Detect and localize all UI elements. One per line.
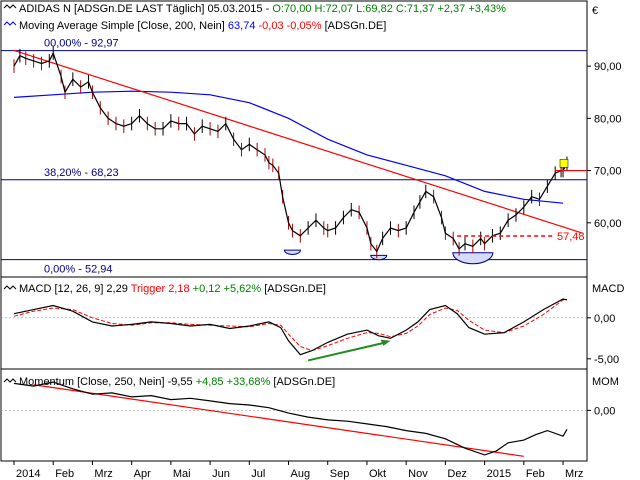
ma-change: -0,03 -0,05% (259, 20, 322, 32)
mom-symbol: [ADSGn.DE] (273, 376, 335, 388)
svg-text:Moving Average Simple [Close,: Moving Average Simple [Close, 200, Nein]… (19, 20, 386, 32)
legend-line-icon (3, 285, 17, 290)
momentum-line (13, 381, 568, 456)
x-tick-label: Sep (330, 468, 350, 480)
macd-change: +0,12 +5,62% (193, 283, 262, 295)
mom-label: Momentum [Close, 250, Nein] -9,55 (19, 376, 196, 388)
macd-legend: MACD [12, 26, 9] 2,29 Trigger 2,18 +0,12… (3, 283, 624, 295)
macd-line (13, 298, 568, 356)
mom-trendline (33, 384, 524, 457)
x-tick-label: Jul (251, 468, 265, 480)
ma-label: Moving Average Simple [Close, 200, Nein] (19, 20, 228, 32)
fib-level-label: 0,00% - 52,94 (44, 264, 113, 276)
price-title: ADIDAS N [ADSGn.DE LAST Täglich] 05.03.2… (19, 3, 272, 15)
x-tick-label: Nov (408, 468, 428, 480)
x-tick-label: Apr (134, 468, 151, 480)
svg-text:ADIDAS N [ADSGn.DE LAST Täglic: ADIDAS N [ADSGn.DE LAST Täglich] 05.03.2… (19, 3, 506, 15)
x-tick-label: Aug (291, 468, 311, 480)
price-ohlc: O:70,00 H:72,07 L:69,82 C:71,37 +2,37 +3… (272, 3, 506, 15)
ma200-line (13, 90, 564, 204)
bowl-pattern (283, 249, 301, 255)
last-price-marker (559, 159, 569, 168)
mom-change: +4,85 +33,68% (196, 376, 271, 388)
legend-line-icon (3, 378, 17, 383)
chart-marks: 00,00% - 92,97 38,20% - 68,23 0,00% - 52,9… (1, 38, 622, 480)
fib-level-label: 38,20% - 68,23 (44, 167, 119, 179)
bowl-pattern (370, 254, 388, 261)
macd-axis-title: MACD (592, 283, 624, 295)
y-tick-label: 90,00 (594, 61, 622, 73)
y-tick-label: 80,00 (594, 113, 622, 125)
momentum-legend: Momentum [Close, 250, Nein] -9,55 +4,85 … (3, 376, 619, 388)
x-tick-label: 2015 (487, 468, 511, 480)
macd-arrow-head (380, 339, 391, 346)
momentum-panel (0, 368, 588, 462)
y-tick-label: 0,00 (594, 313, 615, 325)
x-tick-label: Mrz (94, 468, 112, 480)
x-tick-label: Jun (212, 468, 230, 480)
y-tick-label: -5,00 (594, 354, 619, 366)
svg-text:Momentum [Close, 250, Nein] -9: Momentum [Close, 250, Nein] -9,55 +4,85 … (19, 376, 335, 388)
legend-line-icon (3, 4, 17, 9)
x-tick-label: Dez (447, 468, 467, 480)
price-trendline (13, 49, 583, 234)
x-tick-label: Feb (55, 468, 74, 480)
macd-arrow (307, 341, 385, 362)
ma-symbol: [ADSGn.DE] (325, 20, 387, 32)
fib-level-label: 00,00% - 92,97 (44, 38, 119, 50)
y-tick-label: 0,00 (594, 405, 615, 417)
legend-line-icon (3, 21, 17, 26)
x-tick-label: Okt (369, 468, 386, 480)
bowl-pattern (452, 252, 494, 265)
mom-axis-title: MOM (592, 376, 619, 388)
x-tick-label: Mrz (565, 468, 583, 480)
x-tick-label: Feb (526, 468, 545, 480)
currency-label: € (592, 5, 598, 17)
svg-text:MACD [12, 26, 9] 2,29 Trigger: MACD [12, 26, 9] 2,29 Trigger 2,18 +0,12… (19, 283, 326, 295)
x-tick-label: Mai (173, 468, 191, 480)
macd-trigger: Trigger 2,18 (131, 283, 190, 295)
price-legend: ADIDAS N [ADSGn.DE LAST Täglich] 05.03.2… (3, 3, 506, 32)
y-tick-label: 60,00 (594, 218, 622, 230)
macd-label: MACD [12, 26, 9] 2,29 (19, 283, 131, 295)
x-tick-label: 2014 (16, 468, 40, 480)
ma-value: 63,74 (228, 20, 256, 32)
price-line (13, 51, 568, 253)
y-tick-label: 70,00 (594, 166, 622, 178)
support-label: 57,48 (557, 231, 585, 243)
macd-symbol: [ADSGn.DE] (264, 283, 326, 295)
